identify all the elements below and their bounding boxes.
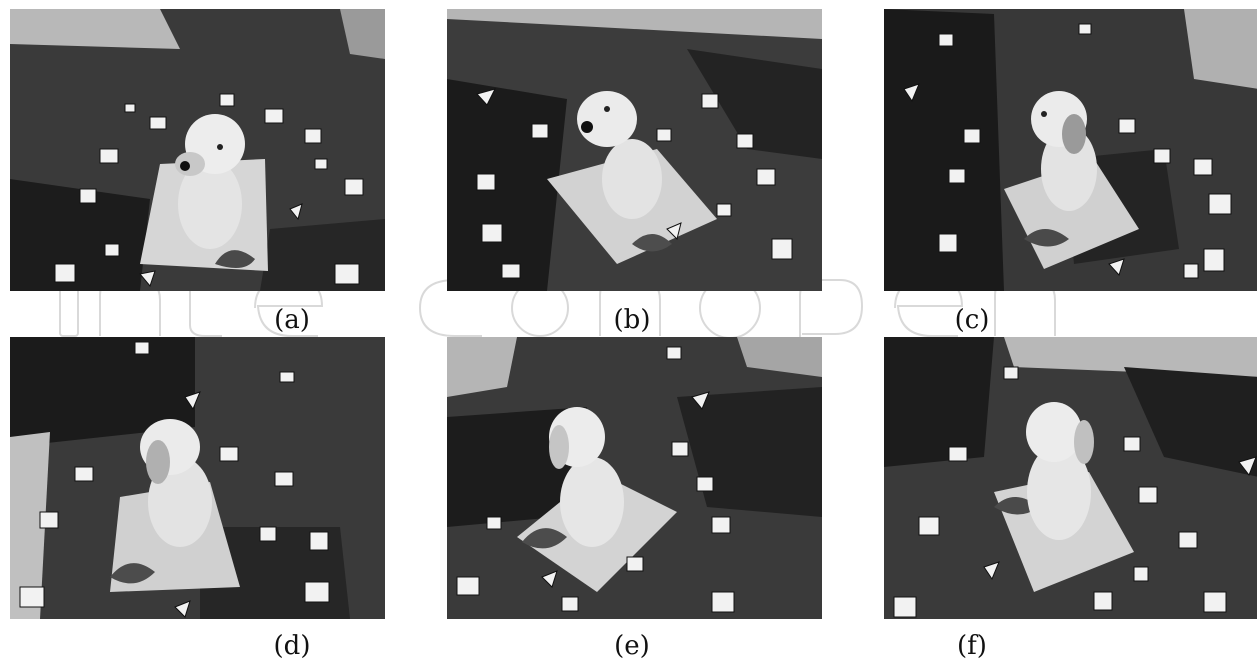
dog-figurine-photo-a bbox=[10, 9, 385, 291]
photo-panel-d bbox=[10, 337, 385, 619]
dog-figurine-photo-e bbox=[447, 337, 822, 619]
photo-panel-e bbox=[447, 337, 822, 619]
caption-d: (d) bbox=[273, 631, 311, 661]
photo-panel-b bbox=[447, 9, 822, 291]
caption-a: (a) bbox=[274, 305, 310, 335]
dog-figurine-photo-f bbox=[884, 337, 1257, 619]
caption-c: (c) bbox=[954, 305, 990, 335]
caption-e: (e) bbox=[614, 631, 650, 661]
dog-figurine-photo-b bbox=[447, 9, 822, 291]
caption-f: (f) bbox=[957, 631, 987, 661]
dog-figurine-photo-c bbox=[884, 9, 1257, 291]
dog-figurine-photo-d bbox=[10, 337, 385, 619]
caption-b: (b) bbox=[613, 305, 651, 335]
photo-panel-a bbox=[10, 9, 385, 291]
photo-panel-c bbox=[884, 9, 1257, 291]
photo-panel-f bbox=[884, 337, 1257, 619]
